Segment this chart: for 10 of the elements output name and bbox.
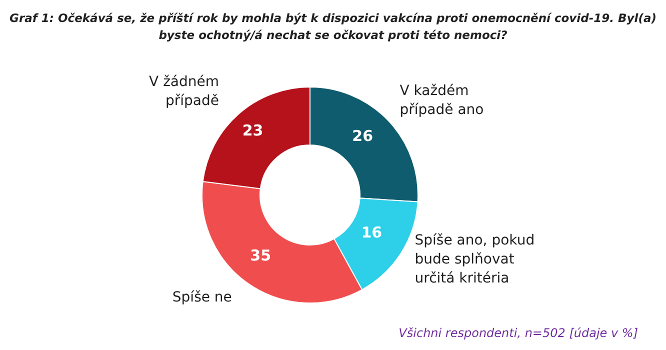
data-label: 35	[250, 246, 272, 264]
slice-label: Spíše ano, pokud bude splňovat určitá kritéria	[414, 231, 536, 288]
data-label: 26	[352, 126, 374, 145]
text: Všichni respondenti, n=502 [údaje v %]	[398, 326, 638, 340]
slice-label: Spíše ne	[171, 288, 232, 308]
slice-label: V žádném případě	[148, 73, 220, 112]
data-label: 16	[361, 223, 382, 242]
chart-title: Graf 1: Očekává se, že příští rok by mohla být k dispozici vakcína proti onemocnění covid-19. Byl(a) byste ochotný/á nechat se očkovat proti této nemoci?	[8, 10, 658, 44]
slice-label: V každém případě ano	[400, 82, 485, 120]
data-label: 23	[242, 122, 264, 140]
